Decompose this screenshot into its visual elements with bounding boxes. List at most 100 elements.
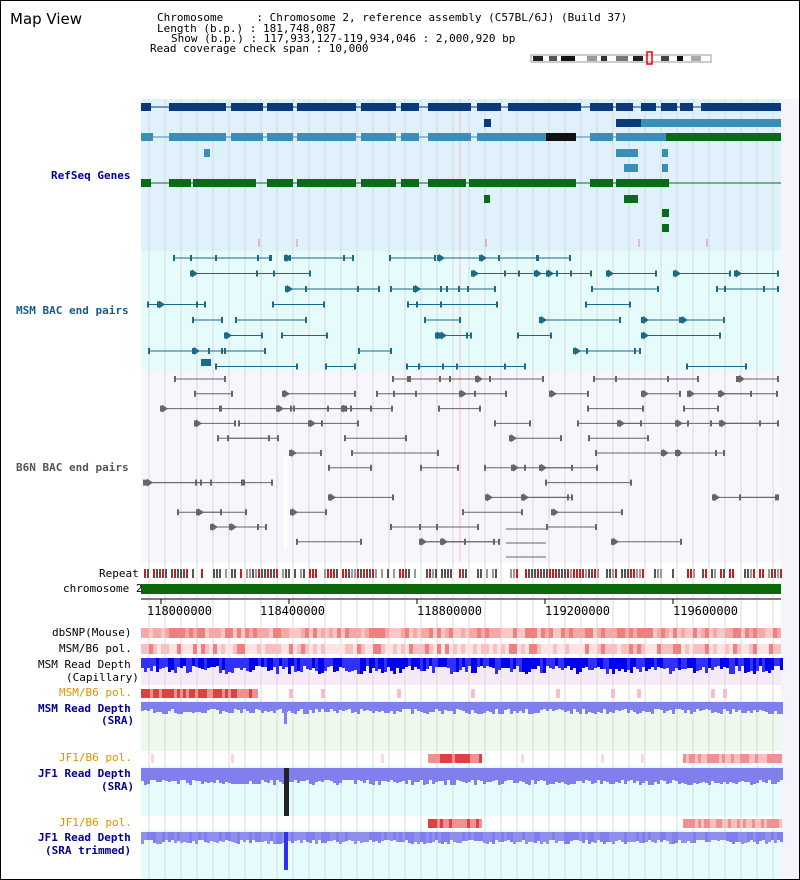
pol-bin (745, 644, 749, 654)
dbsnp-bin (753, 628, 757, 638)
dbsnp-bin (737, 628, 741, 638)
pol-bin (201, 644, 205, 654)
depth-bin (225, 832, 228, 840)
depth-bin (687, 832, 690, 841)
depth-bin (462, 832, 465, 841)
pol-bin (449, 644, 453, 654)
gene-feature (662, 149, 668, 157)
pol-bin (479, 754, 482, 763)
bac-end (494, 286, 496, 292)
depth-bin (342, 658, 345, 668)
depth-bin (372, 832, 375, 842)
repeat-mark (594, 569, 596, 578)
pol-bin (545, 644, 549, 654)
depth-bin (438, 658, 441, 667)
depth-bin (159, 702, 162, 712)
bac-end (777, 286, 779, 292)
pol-bin (177, 644, 181, 654)
depth-bin (771, 702, 774, 714)
pol-bin (686, 754, 689, 763)
pol-bin (193, 644, 197, 654)
axis-tick-label: 118800000 (417, 604, 483, 618)
depth-bin (273, 768, 276, 785)
depth-bin (162, 658, 165, 668)
pol-bin (443, 754, 446, 763)
depth-bin (339, 702, 342, 710)
depth-bin (273, 832, 276, 844)
depth-bin (603, 702, 606, 709)
depth-bin (660, 702, 663, 710)
depth-bin (306, 702, 309, 714)
depth-bin (321, 658, 324, 673)
depth-bin (483, 658, 486, 668)
depth-bin (522, 768, 525, 782)
bac-end (434, 255, 436, 261)
bac-end (717, 405, 719, 412)
pol-bin (453, 644, 457, 654)
repeat-mark (261, 569, 263, 578)
ideogram-band (601, 56, 607, 61)
repeat-mark (348, 569, 350, 578)
repeat-mark (444, 569, 446, 578)
bac-end (712, 494, 714, 501)
bac-end (194, 420, 196, 427)
bac-end (351, 450, 353, 456)
depth-bin (267, 768, 270, 783)
depth-bin (477, 768, 480, 780)
pol-bin (321, 689, 325, 698)
depth-bin (669, 768, 672, 783)
pol-bin (409, 644, 413, 654)
repeat-mark (732, 569, 734, 578)
pol-bin (740, 819, 743, 828)
depth-bin (150, 702, 153, 709)
depth-bin (768, 702, 771, 714)
depth-bin (576, 702, 579, 712)
depth-bin (195, 768, 198, 781)
depth-bin (561, 768, 564, 782)
dbsnp-bin (625, 628, 629, 638)
depth-bin (726, 832, 729, 841)
depth-bin (579, 768, 582, 781)
depth-bin (519, 658, 522, 672)
depth-bin (591, 658, 594, 670)
pol-bin (189, 644, 193, 654)
depth-bin (561, 658, 564, 670)
bac-end (393, 390, 395, 397)
bac-end (390, 286, 392, 292)
pol-bin (405, 644, 409, 654)
depth-bin (540, 658, 543, 673)
dbsnp-bin (257, 628, 261, 638)
depth-bin (522, 658, 525, 672)
repeat-mark (342, 569, 344, 578)
gene-feature (677, 133, 781, 141)
bac-arrow (196, 419, 202, 428)
repeat-mark (690, 569, 692, 578)
depth-bin (657, 702, 660, 709)
depth-bin (486, 702, 489, 711)
pol-bin (213, 689, 216, 698)
page-title: Map View (10, 10, 83, 28)
bac-end (777, 376, 779, 382)
depth-bin (594, 658, 597, 668)
pol-bin (761, 754, 764, 763)
depth-bin (321, 702, 324, 709)
depth-bin (219, 832, 222, 841)
depth-bin (657, 832, 660, 840)
depth-bin (300, 702, 303, 709)
dbsnp-bin (145, 628, 149, 638)
depth-bin (693, 658, 696, 673)
dbsnp-bin (505, 628, 509, 638)
repeat-mark (714, 569, 716, 578)
pol-bin (389, 644, 393, 654)
depth-bin (393, 702, 396, 714)
depth-bin (234, 658, 237, 668)
dbsnp-bin (337, 628, 341, 638)
depth-bin (501, 832, 504, 842)
repeat-mark (561, 569, 563, 578)
depth-bin (651, 658, 654, 667)
depth-bin (669, 832, 672, 844)
depth-bin (375, 658, 378, 671)
msm-bac-track-bg (141, 251, 781, 371)
depth-bin (399, 832, 402, 842)
